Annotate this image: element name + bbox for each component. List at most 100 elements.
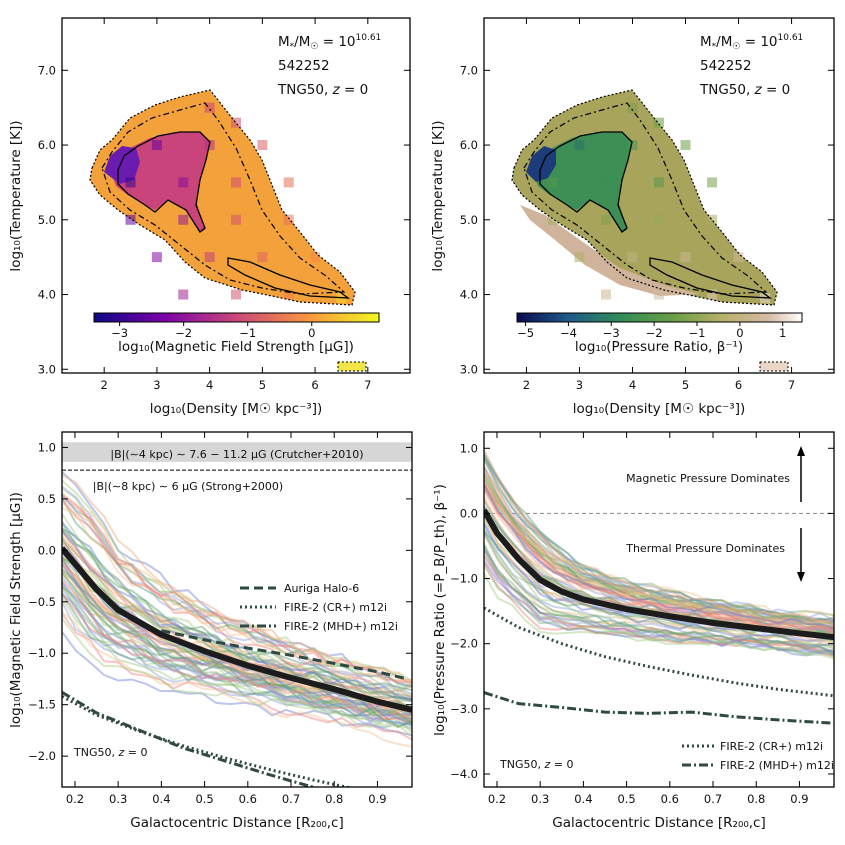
- phase-cold-region-tl: [104, 146, 140, 184]
- galaxy-profile-bl: [62, 488, 412, 691]
- galaxy-profile-bl: [62, 613, 412, 741]
- heatmap-cell-tr: [547, 214, 558, 225]
- y-tick-label-br: −1.0: [450, 572, 478, 586]
- sim-label-tr: TNG50, z = 0: [699, 82, 790, 98]
- galaxy-profile-bl: [62, 586, 412, 726]
- panel-profile-pressure: 0.2 0.3 0.4 0.5 0.6 0.7 0.8 0.9 1.0 0.0 −1.0 −2.0 −3…: [432, 431, 835, 831]
- x-tick-label-br: 0.3: [531, 792, 549, 806]
- galaxy-profile-br: [484, 460, 834, 617]
- x-tick-label-tr: 5: [682, 378, 689, 392]
- galaxy-profile-br: [484, 475, 834, 628]
- galaxy-profile-br: [484, 456, 834, 626]
- y-axis-label-tl: log₁₀(Temperature [K]): [8, 120, 24, 271]
- galaxy-profile-br: [484, 528, 834, 648]
- galaxy-profile-bl: [62, 568, 412, 728]
- corner-label-bl: TNG50, z = 0: [73, 746, 147, 759]
- galaxy-profile-br: [484, 514, 834, 645]
- galaxy-profile-br: [484, 530, 834, 642]
- galaxy-profile-br: [484, 478, 834, 630]
- y-tick-label-br: 0.0: [460, 506, 478, 520]
- galaxy-profile-br: [484, 451, 834, 627]
- galaxy-profile-br: [484, 490, 834, 636]
- x-tick-label-tr: 4: [629, 378, 636, 392]
- galaxy-profile-br: [484, 573, 834, 660]
- galaxy-profile-br: [484, 477, 834, 629]
- galaxy-profile-br: [484, 455, 834, 617]
- y-tick-label-bl: 1.0: [38, 440, 56, 454]
- contour-inner-tl: [117, 131, 211, 233]
- galaxy-profile-bl: [62, 579, 412, 721]
- y-tick-label-tr: 6.0: [460, 138, 478, 152]
- colorbar-tick-label-tl: −1: [239, 326, 256, 340]
- contour-mid-tr: [523, 102, 768, 295]
- galaxy-profile-br: [484, 524, 834, 647]
- x-tick-label-tl: 3: [153, 378, 160, 392]
- colorbar-tick-label-tr: −3: [603, 326, 620, 340]
- dense-clump-tl: [337, 361, 367, 372]
- y-tick-label-tl: 3.0: [38, 362, 56, 376]
- galaxy-profile-bl: [62, 506, 412, 693]
- colorbar-tick-label-tr: −2: [646, 326, 663, 340]
- galaxy-profile-bl: [62, 522, 412, 698]
- y-tick-label-bl: 0.5: [38, 492, 56, 506]
- heatmap-cell-tr: [600, 214, 611, 225]
- x-tick-label-br: 0.8: [747, 792, 765, 806]
- panel-profile-magnetic: 0.2 0.3 0.4 0.5 0.6 0.7 0.8 0.9 1.0 0.5 0.0 −0.5 −1.…: [8, 431, 413, 831]
- galaxy-profile-br: [484, 551, 834, 658]
- legend-label-auriga: Auriga Halo-6: [284, 582, 359, 595]
- heatmap-cell-tl: [283, 214, 294, 225]
- phase-density-region-tr: [512, 90, 777, 305]
- galaxy-profile-bl: [62, 573, 412, 716]
- colorbar-tick-label-tl: 0: [308, 326, 315, 340]
- panel-phase-pressure: 2 3 4 5 6 7 3.0 4.0 5.0 6.0 7.0 −5 −4 −3 −2 −1 0 1 log₁₀…: [430, 17, 835, 417]
- x-tick-label-tl: 7: [364, 378, 371, 392]
- colorbar-tick-label-tr: −1: [689, 326, 706, 340]
- panel-phase-magnetic: 2 3 4 5 6 7 3.0 4.0 5.0 6.0 7.0 −3 −2 −1 0 log₁₀(Magn…: [8, 17, 411, 417]
- galaxy-profile-bl: [62, 521, 412, 701]
- x-tick-label-tl: 6: [311, 378, 318, 392]
- colorbar-tick-label-tr: −4: [560, 326, 577, 340]
- x-axis-label-tl: log₁₀(Density [M☉ kpc⁻³]): [150, 401, 322, 417]
- x-tick-label-tr: 6: [735, 378, 742, 392]
- plot-frame-br: [483, 431, 835, 788]
- galaxy-profile-bl: [62, 600, 412, 729]
- galaxy-profile-br: [484, 488, 834, 632]
- heatmap-cell-tl: [310, 252, 321, 263]
- x-tick-label-bl: 0.6: [239, 792, 257, 806]
- y-tick-label-tr: 5.0: [460, 213, 478, 227]
- x-tick-label-br: 0.7: [704, 792, 722, 806]
- galaxy-profile-bl: [62, 592, 412, 725]
- y-tick-label-bl: −1.0: [28, 646, 56, 660]
- legend-label-fire-cr-br: FIRE-2 (CR+) m12i: [720, 740, 823, 753]
- y-tick-label-tl: 4.0: [38, 288, 56, 302]
- galaxy-profile-br: [484, 458, 834, 622]
- y-axis-label-tr: log₁₀(Temperature [K]): [430, 120, 446, 271]
- galaxy-profile-br: [484, 499, 834, 632]
- galaxy-profile-bl: [62, 495, 412, 682]
- median-profile-br: [484, 508, 834, 641]
- galaxy-profile-br: [484, 561, 834, 657]
- galaxy-profile-br: [484, 473, 834, 626]
- x-tick-label-bl: 0.8: [325, 792, 343, 806]
- mass-annotation-tl: M*/M☉ = 1010.61: [278, 33, 381, 52]
- phase-core-region-tr: [534, 132, 632, 232]
- plot-frame-tl: [61, 17, 411, 374]
- galaxy-profile-br: [484, 477, 834, 631]
- galaxy-profile-br: [484, 549, 834, 655]
- galaxy-profile-bl: [62, 557, 412, 725]
- y-tick-label-tl: 6.0: [38, 138, 56, 152]
- colorbar-tl: [93, 312, 380, 323]
- x-tick-label-tl: 4: [206, 378, 213, 392]
- galaxy-profile-bl: [62, 569, 412, 716]
- heatmap-cell-tr: [707, 289, 718, 300]
- galaxy-profile-bl: [62, 617, 412, 738]
- y-axis-label-bl: log₁₀(Magnetic Field Strength [μG]): [8, 492, 24, 728]
- heatmap-cell-tr: [654, 214, 664, 225]
- galaxy-profile-br: [484, 548, 834, 655]
- corner-label-br: TNG50, z = 0: [499, 758, 573, 771]
- colorbar-tick-label-tr: 0: [736, 326, 743, 340]
- galaxy-profile-bl: [62, 502, 412, 685]
- galaxy-profile-br: [484, 532, 834, 656]
- x-tick-label-br: 0.9: [790, 792, 808, 806]
- series-line-bl-fire-2-cr-m12i: [62, 695, 354, 787]
